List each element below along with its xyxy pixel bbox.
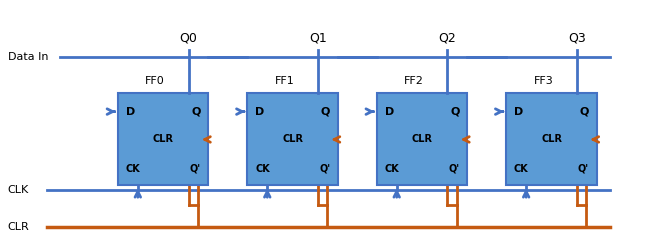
FancyBboxPatch shape xyxy=(118,93,209,185)
Text: D: D xyxy=(514,107,523,117)
Text: CLR: CLR xyxy=(541,135,562,145)
Text: D: D xyxy=(125,107,135,117)
Text: Q: Q xyxy=(321,107,330,117)
FancyBboxPatch shape xyxy=(248,93,338,185)
FancyBboxPatch shape xyxy=(377,93,467,185)
Text: Q: Q xyxy=(191,107,201,117)
Text: FF3: FF3 xyxy=(534,76,553,86)
FancyBboxPatch shape xyxy=(506,93,597,185)
Text: D: D xyxy=(385,107,394,117)
Text: D: D xyxy=(255,107,265,117)
Text: Q2: Q2 xyxy=(439,32,456,45)
Text: Q0: Q0 xyxy=(179,32,198,45)
Text: CLR: CLR xyxy=(411,135,433,145)
Text: CLK: CLK xyxy=(8,185,29,195)
Text: Q': Q' xyxy=(190,163,201,173)
Text: Q': Q' xyxy=(319,163,330,173)
Text: CLR: CLR xyxy=(153,135,174,145)
Text: Q3: Q3 xyxy=(568,32,586,45)
Text: Q: Q xyxy=(450,107,460,117)
Text: FF0: FF0 xyxy=(145,76,165,86)
Text: Data In: Data In xyxy=(8,52,48,62)
Text: Q': Q' xyxy=(578,163,589,173)
Text: CLR: CLR xyxy=(282,135,303,145)
Text: CK: CK xyxy=(255,163,270,173)
Text: CK: CK xyxy=(385,163,399,173)
Text: CLR: CLR xyxy=(8,222,30,232)
Text: Q: Q xyxy=(580,107,589,117)
Text: Q': Q' xyxy=(448,163,460,173)
Text: FF2: FF2 xyxy=(404,76,424,86)
Text: CK: CK xyxy=(514,163,528,173)
Text: FF1: FF1 xyxy=(274,76,294,86)
Text: Q1: Q1 xyxy=(309,32,327,45)
Text: CK: CK xyxy=(125,163,140,173)
